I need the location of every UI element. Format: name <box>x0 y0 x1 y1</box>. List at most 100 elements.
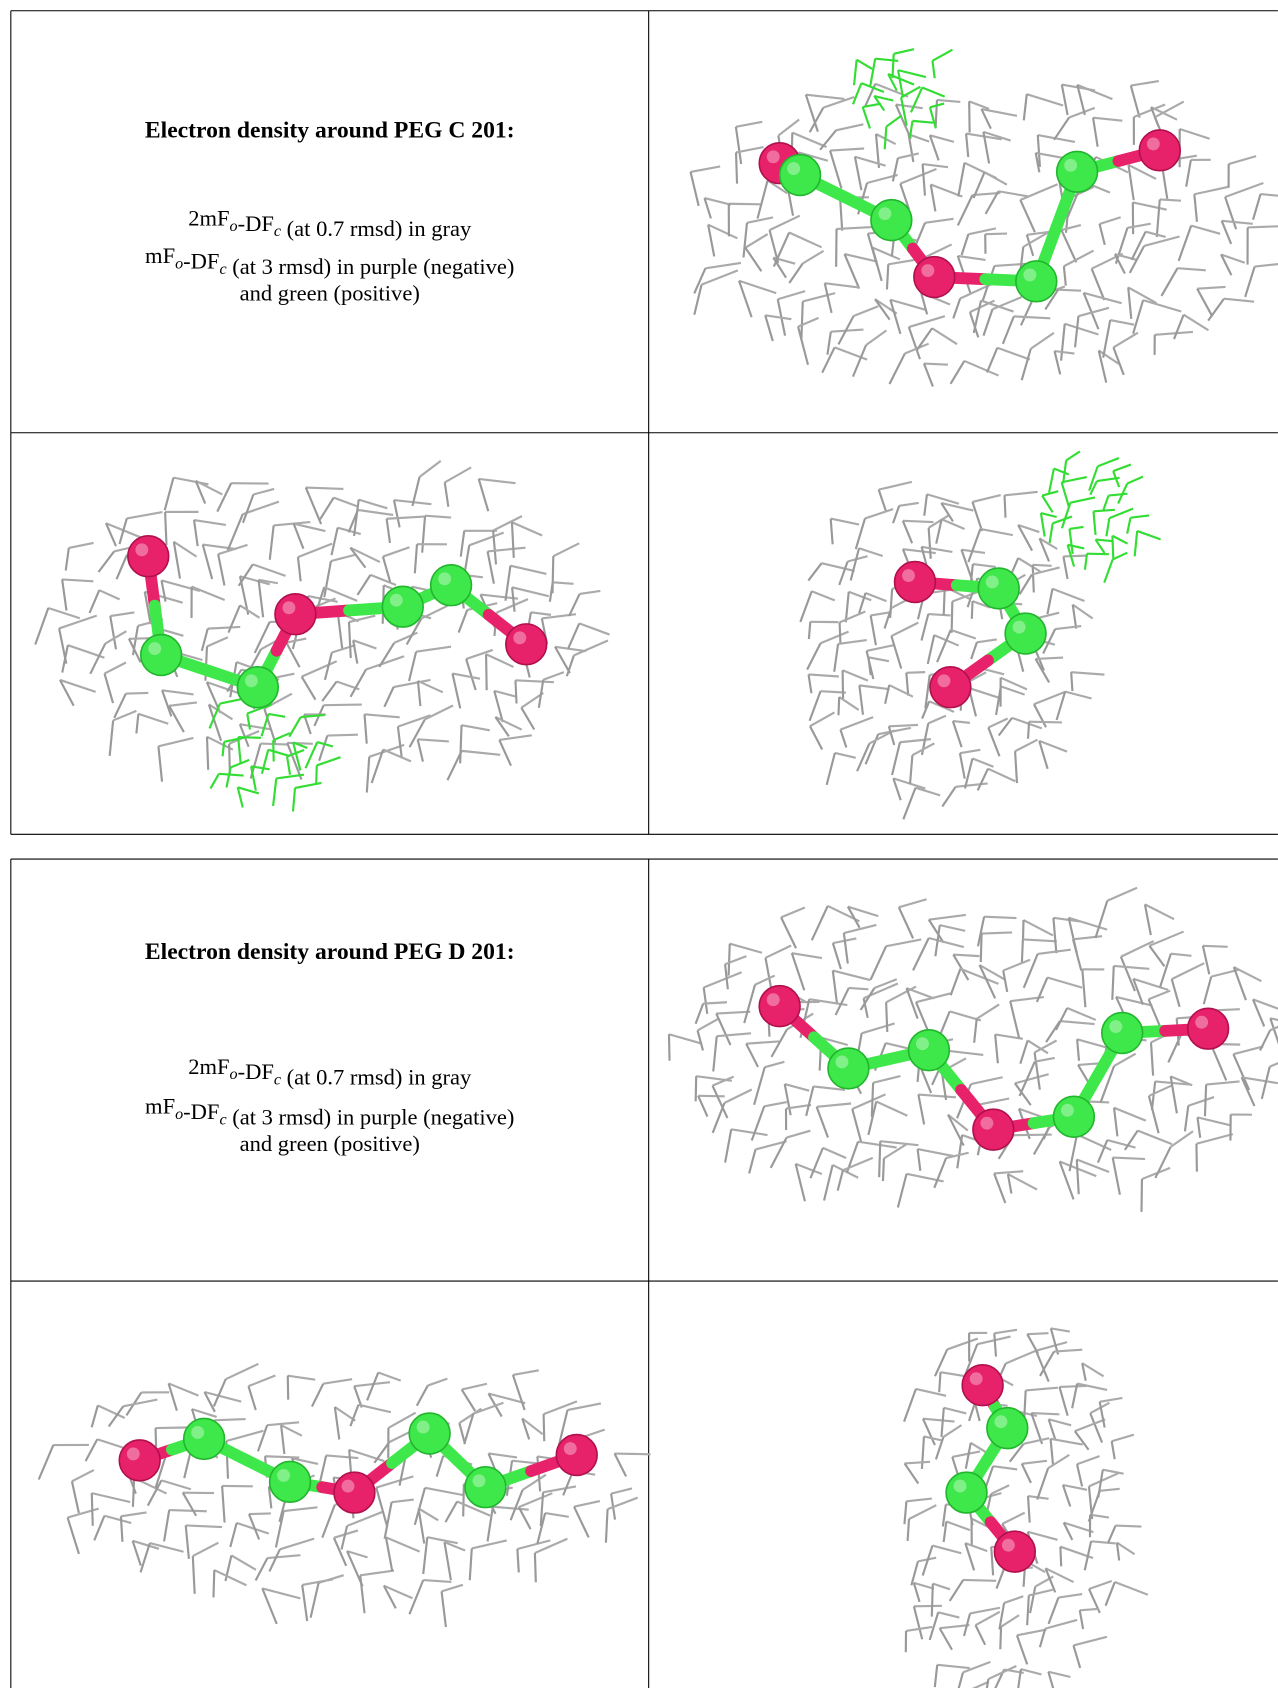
mesh-edge <box>444 1542 450 1580</box>
mesh-edge <box>840 717 873 730</box>
atom <box>930 667 971 708</box>
mesh-edge <box>1075 1431 1089 1450</box>
mesh-edge <box>929 528 931 559</box>
density-mesh <box>800 482 1104 819</box>
mesh-edge <box>499 740 511 766</box>
mesh-edge <box>1121 941 1154 957</box>
mesh-edge <box>1020 1040 1027 1063</box>
mesh-edge <box>995 1034 998 1063</box>
mesh-edge <box>739 281 776 293</box>
mesh-edge <box>574 1507 589 1538</box>
mesh-edge <box>350 1405 358 1426</box>
mesh-edge <box>1071 672 1104 674</box>
mesh-edge <box>447 751 461 780</box>
mesh-edge <box>1113 333 1138 348</box>
mesh-edge <box>696 1076 697 1101</box>
mesh-edge <box>1062 482 1070 508</box>
mesh-edge <box>214 1379 226 1406</box>
atom-highlight <box>878 207 891 220</box>
atom <box>1053 1096 1094 1137</box>
mesh-edge <box>1222 221 1231 244</box>
atom-highlight <box>916 1037 929 1050</box>
subscript: c <box>274 1072 281 1089</box>
mesh-edge <box>932 50 952 61</box>
mesh-edge <box>511 1490 523 1520</box>
mesh-edge <box>908 1519 909 1541</box>
mesh-edge <box>1069 527 1083 529</box>
mesh-edge <box>796 1164 805 1201</box>
mesh-edge <box>1149 1085 1173 1096</box>
mesh-edge <box>1225 197 1236 229</box>
mesh-edge <box>923 1419 955 1422</box>
mesh-edge <box>838 640 867 644</box>
mesh-edge <box>912 121 933 123</box>
mesh-edge <box>1155 1147 1170 1178</box>
mesh-edge <box>910 755 912 784</box>
mesh-edge <box>1062 477 1087 482</box>
atom-highlight <box>1061 1104 1074 1117</box>
mesh-edge <box>903 521 934 522</box>
mesh-edge <box>941 1408 943 1437</box>
mesh-edge <box>1197 287 1225 289</box>
mesh-edge <box>92 1493 93 1526</box>
caption-text: -DF <box>238 211 274 236</box>
mesh-edge <box>410 719 425 747</box>
mesh-edge <box>387 517 425 519</box>
mesh-edge <box>1060 1547 1061 1567</box>
mesh-edge <box>267 1422 299 1425</box>
mesh-edge <box>1020 200 1035 232</box>
subscript: o <box>175 255 183 272</box>
atom-highlight <box>980 1117 993 1130</box>
mesh-edge <box>1080 1610 1083 1629</box>
mesh-edge <box>114 694 126 718</box>
mesh-edge <box>425 1488 463 1495</box>
mesh-edge <box>852 1109 861 1142</box>
mesh-edge <box>705 198 732 205</box>
mesh-edge <box>1028 1496 1030 1523</box>
mesh-edge <box>988 1666 1016 1679</box>
mesh-edge <box>821 632 849 644</box>
mesh-edge <box>924 364 948 365</box>
mesh-edge <box>810 691 821 721</box>
mesh-edge <box>843 670 868 680</box>
mesh-edge <box>1222 221 1253 224</box>
atom <box>465 1467 506 1508</box>
mesh-edge <box>499 735 532 740</box>
mesh-edge <box>928 635 934 664</box>
mesh-edge <box>717 1033 751 1036</box>
mesh-edge <box>1022 1464 1031 1483</box>
mesh-edge <box>1070 1135 1077 1172</box>
mesh-edge <box>1073 605 1093 619</box>
mesh-edge <box>1100 224 1105 245</box>
atom-highlight <box>1109 1020 1122 1033</box>
mesh-edge <box>383 547 410 556</box>
mesh-edge <box>870 59 875 86</box>
mesh-edge <box>126 693 148 694</box>
document: Electron density around PEG C 201: Elect… <box>0 0 1278 1688</box>
molecule <box>895 562 1046 708</box>
mesh-edge <box>1024 954 1038 988</box>
mesh-edge <box>1020 184 1057 200</box>
mesh-edge <box>342 1526 348 1550</box>
mesh-edge <box>306 742 318 768</box>
mesh-edge <box>879 482 912 490</box>
page: Electron density around PEG C 201: Elect… <box>0 0 1278 1688</box>
mesh-edge <box>755 976 775 985</box>
mesh-edge <box>831 519 833 545</box>
mesh-edge <box>845 254 878 262</box>
mesh-edge <box>942 787 955 807</box>
subscript: o <box>230 1066 238 1083</box>
mesh-edge <box>1112 536 1113 560</box>
mesh-edge <box>886 939 921 946</box>
mesh-edge <box>1022 939 1023 963</box>
mesh-edge <box>929 938 964 947</box>
mesh-edge <box>691 172 699 206</box>
mesh-edge <box>1112 1435 1134 1442</box>
mesh-edge <box>924 364 933 387</box>
mesh-edge <box>1056 1008 1067 1030</box>
mesh-edge <box>833 943 841 969</box>
mesh-edge <box>993 1466 1017 1469</box>
mesh-edge <box>906 1499 931 1502</box>
mesh-edge <box>1024 920 1053 935</box>
mesh-edge <box>1002 1513 1025 1524</box>
